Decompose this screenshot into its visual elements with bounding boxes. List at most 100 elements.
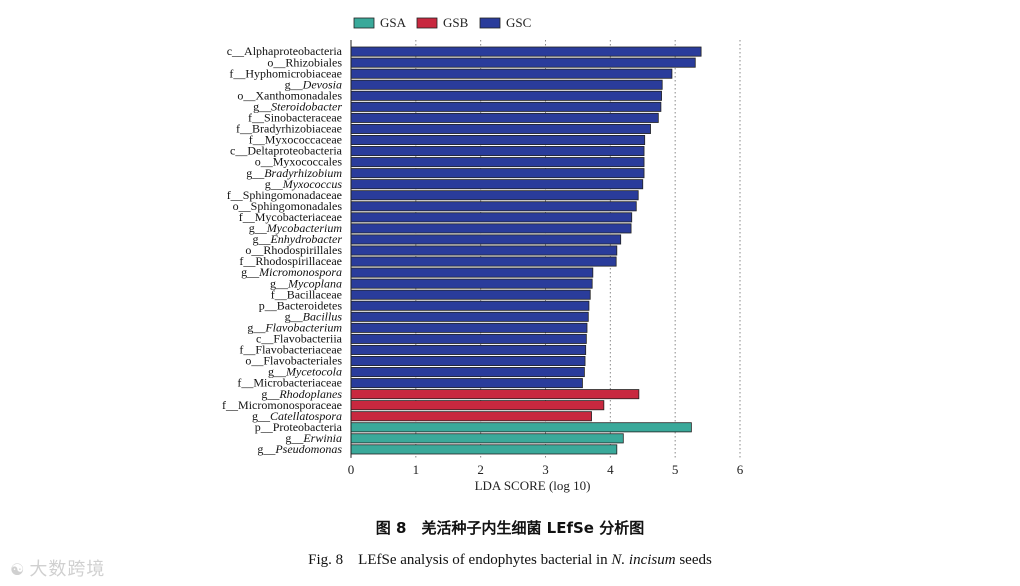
bar-rhodospirillales [350,245,618,256]
bar-hyphomicrobiaceae [350,68,673,79]
bar-erwinia [350,433,624,444]
x-axis: 0 1 2 3 4 5 6 LDA SCORE (log 10) [348,40,744,493]
bar-mycobacterium [350,223,632,234]
bar-steroidobacter [350,101,662,112]
bar-rhodoplanes [350,389,640,400]
label-xanthomonadales: o__Xanthomonadales [237,88,342,102]
label-enhydrobacter: g__Enhydrobacter [252,232,342,246]
figure-caption-english: Fig. 8 LEfSe analysis of endophytes bact… [0,548,1020,569]
bar-flavobacteriales [350,355,586,366]
legend-label-gsb: GSB [443,15,469,30]
label-flavobacteriia: c__Flavobacteriia [256,332,343,346]
label-flavobacteriaceae: f__Flavobacteriaceae [239,343,342,357]
legend-swatch-gsc [479,17,501,29]
label-deltaproteobacteria: c__Deltaproteobacteria [230,144,343,158]
bar-flavobacteriaceae [350,344,587,355]
bar-devosia [350,79,663,90]
caption-en-prefix: Fig. 8 LEfSe analysis of endophytes bact… [308,552,612,568]
label-mycoplana: g__Mycoplana [270,276,342,290]
bar-proteobacteria [350,422,692,433]
label-micromonosporaceae: f__Micromonosporaceae [222,398,342,412]
figure-caption-chinese: 图 8 羌活种子内生细菌 LEfSe 分析图 [375,519,645,537]
label-mycobacteriaceae: f__Mycobacteriaceae [239,210,342,224]
bar-flavobacteriia [350,333,587,344]
label-microbacteriaceae: f__Microbacteriaceae [237,376,342,390]
bar-sphingomonadaceae [350,190,639,201]
label-flavobacterium: g__Flavobacterium [247,320,342,334]
bar-mycetocola [350,367,585,378]
label-sphingomonadales: o__Sphingomonadales [233,199,343,213]
label-flavobacteriales: o__Flavobacteriales [245,354,342,368]
label-micromonospora: g__Micromonospora [241,265,342,279]
x-axis-label: LDA SCORE (log 10) [475,478,591,493]
x-tick-3: 3 [542,462,549,477]
x-tick-4: 4 [607,462,614,477]
legend-swatch-gsb [416,17,438,29]
bar-micromonospora [350,267,594,278]
bar-pseudomonas [350,444,618,455]
bar-rhizobiales [350,57,696,68]
watermark: ☯ 大数跨境 [10,555,105,581]
label-mycobacterium: g__Mycobacterium [249,221,343,235]
label-alphaproteobacteria: c__Alphaproteobacteria [227,44,343,58]
bar-myxococcus [350,179,644,190]
label-hyphomicrobiaceae: f__Hyphomicrobiaceae [229,66,342,80]
label-myxococcus: g__Myxococcus [265,177,343,191]
x-tick-0: 0 [348,462,355,477]
label-bradyrhizobiaceae: f__Bradyrhizobiaceae [236,122,342,136]
label-rhodospirillales: o__Rhodospirillales [245,243,342,257]
bar-micromonosporaceae [350,400,605,411]
legend: GSA GSB GSC [353,15,531,30]
bar-rhodospirillaceae [350,256,617,267]
label-bacteroidetes: p__Bacteroidetes [259,298,343,312]
legend-swatch-gsa [353,17,375,29]
label-myxococcaceae: f__Myxococcaceae [249,133,342,147]
watermark-text: 大数跨境 [29,559,106,580]
x-tick-6: 6 [737,462,744,477]
bar-bacillus [350,311,589,322]
label-rhizobiales: o__Rhizobiales [267,55,342,69]
label-mycetocola: g__Mycetocola [268,365,342,379]
bar-myxococcales [350,157,645,168]
label-rhodospirillaceae: f__Rhodospirillaceae [239,254,342,268]
caption-en-species: N. incisum [611,552,676,568]
bar-myxococcaceae [350,134,646,145]
bar-mycoplana [350,278,593,289]
label-bacillaceae: f__Bacillaceae [271,287,342,301]
label-bradyrhizobium: g__Bradyrhizobium [246,166,342,180]
bar-mycobacteriaceae [350,212,633,223]
label-sphingomonadaceae: f__Sphingomonadaceae [227,188,342,202]
label-sinobacteraceae: f__Sinobacteraceae [248,111,342,125]
taxon-labels: c__Alphaproteobacteriao__Rhizobialesf__H… [222,44,343,456]
lefse-chart: c__Alphaproteobacteriao__Rhizobialesf__H… [222,15,744,493]
label-pseudomonas: g__Pseudomonas [257,442,342,456]
bar-deltaproteobacteria [350,146,645,157]
bar-sinobacteraceae [350,112,659,123]
label-proteobacteria: p__Proteobacteria [255,420,343,434]
label-erwinia: g__Erwinia [285,431,342,445]
label-myxococcales: o__Myxococcales [255,155,343,169]
bar-alphaproteobacteria [350,46,702,57]
bar-xanthomonadales [350,90,662,101]
legend-label-gsc: GSC [506,15,531,30]
bar-microbacteriaceae [350,378,583,389]
bar-catellatospora [350,411,592,422]
bar-flavobacterium [350,322,588,333]
label-catellatospora: g__Catellatospora [252,409,342,423]
bar-bradyrhizobium [350,168,645,179]
legend-label-gsa: GSA [380,15,407,30]
bar-enhydrobacter [350,234,622,245]
bar-bacillaceae [350,289,591,300]
watermark-logo-icon: ☯ [10,560,26,579]
x-tick-2: 2 [477,462,484,477]
bars [350,46,702,455]
x-tick-1: 1 [413,462,420,477]
label-steroidobacter: g__Steroidobacter [253,99,342,113]
bar-sphingomonadales [350,201,637,212]
label-rhodoplanes: g__Rhodoplanes [261,387,342,401]
bar-bradyrhizobiaceae [350,123,651,134]
label-devosia: g__Devosia [285,77,342,91]
label-bacillus: g__Bacillus [285,309,343,323]
bar-bacteroidetes [350,300,590,311]
caption-en-suffix: seeds [675,552,712,568]
